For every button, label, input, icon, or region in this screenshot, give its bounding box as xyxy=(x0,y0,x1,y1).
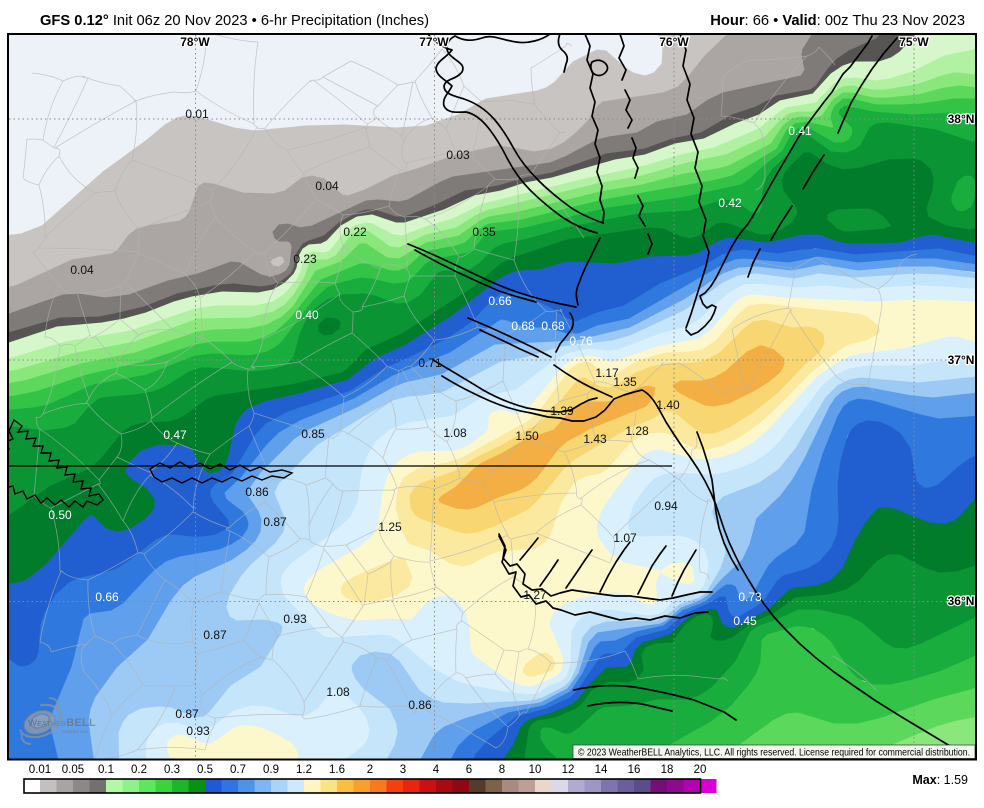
svg-text:0.50: 0.50 xyxy=(48,508,72,522)
svg-text:0.87: 0.87 xyxy=(203,628,227,642)
svg-text:0.73: 0.73 xyxy=(738,590,762,604)
svg-text:1.27: 1.27 xyxy=(523,588,547,602)
svg-text:0.9: 0.9 xyxy=(263,764,279,776)
svg-text:0.68: 0.68 xyxy=(511,319,535,333)
svg-text:37°N: 37°N xyxy=(948,353,975,367)
svg-text:1.08: 1.08 xyxy=(443,426,467,440)
svg-text:36°N: 36°N xyxy=(948,594,975,608)
svg-text:1.50: 1.50 xyxy=(515,429,539,443)
svg-text:0.71: 0.71 xyxy=(418,356,442,370)
svg-text:12: 12 xyxy=(562,764,575,776)
svg-text:0.94: 0.94 xyxy=(654,499,678,513)
svg-text:0.23: 0.23 xyxy=(293,252,317,266)
svg-text:Analytics LLC: Analytics LLC xyxy=(62,729,88,734)
svg-text:0.22: 0.22 xyxy=(343,225,367,239)
svg-text:0.86: 0.86 xyxy=(408,698,432,712)
svg-text:1.28: 1.28 xyxy=(625,424,649,438)
svg-text:1.43: 1.43 xyxy=(583,432,607,446)
svg-text:1.2: 1.2 xyxy=(296,764,312,776)
svg-text:77°W: 77°W xyxy=(419,35,449,49)
svg-text:0.66: 0.66 xyxy=(95,590,119,604)
svg-text:1.39: 1.39 xyxy=(550,404,574,418)
svg-text:0.41: 0.41 xyxy=(788,124,812,138)
svg-text:0.3: 0.3 xyxy=(164,764,180,776)
svg-text:20: 20 xyxy=(694,764,707,776)
svg-text:0.66: 0.66 xyxy=(488,294,512,308)
svg-text:1.07: 1.07 xyxy=(613,531,637,545)
svg-text:4: 4 xyxy=(433,764,440,776)
svg-text:0.7: 0.7 xyxy=(230,764,246,776)
svg-text:16: 16 xyxy=(628,764,641,776)
svg-text:0.87: 0.87 xyxy=(175,707,199,721)
svg-text:0.35: 0.35 xyxy=(472,225,496,239)
svg-text:0.04: 0.04 xyxy=(70,263,94,277)
svg-text:0.45: 0.45 xyxy=(733,614,757,628)
svg-text:0.05: 0.05 xyxy=(62,764,84,776)
svg-text:3: 3 xyxy=(400,764,406,776)
svg-text:0.01: 0.01 xyxy=(29,764,51,776)
svg-text:8: 8 xyxy=(499,764,505,776)
svg-text:0.93: 0.93 xyxy=(186,724,210,738)
svg-text:0.2: 0.2 xyxy=(131,764,147,776)
svg-text:1.35: 1.35 xyxy=(613,375,637,389)
svg-text:1.6: 1.6 xyxy=(329,764,345,776)
svg-text:0.87: 0.87 xyxy=(263,515,287,529)
svg-text:10: 10 xyxy=(529,764,542,776)
svg-text:0.5: 0.5 xyxy=(197,764,213,776)
svg-text:76°W: 76°W xyxy=(659,35,689,49)
svg-text:18: 18 xyxy=(661,764,674,776)
svg-text:0.47: 0.47 xyxy=(163,428,187,442)
svg-text:38°N: 38°N xyxy=(948,112,975,126)
svg-text:Hour: 66 • Valid: 00z Thu 23 N: Hour: 66 • Valid: 00z Thu 23 Nov 2023 xyxy=(710,13,965,29)
svg-text:0.68: 0.68 xyxy=(541,319,565,333)
svg-text:0.76: 0.76 xyxy=(569,334,593,348)
svg-text:2: 2 xyxy=(367,764,373,776)
svg-text:1.08: 1.08 xyxy=(326,685,350,699)
svg-text:0.40: 0.40 xyxy=(295,308,319,322)
svg-text:0.03: 0.03 xyxy=(446,148,470,162)
svg-text:1.25: 1.25 xyxy=(378,520,402,534)
svg-text:0.1: 0.1 xyxy=(98,764,114,776)
svg-text:GFS 0.12° Init 06z 20 Nov 2023: GFS 0.12° Init 06z 20 Nov 2023 • 6-hr Pr… xyxy=(40,13,429,29)
svg-text:14: 14 xyxy=(595,764,608,776)
svg-text:0.42: 0.42 xyxy=(718,196,742,210)
svg-text:© 2023 WeatherBELL Analytics,: © 2023 WeatherBELL Analytics, LLC. All r… xyxy=(578,748,970,759)
svg-text:0.85: 0.85 xyxy=(301,427,325,441)
svg-text:75°W: 75°W xyxy=(899,35,929,49)
svg-text:0.01: 0.01 xyxy=(185,107,209,121)
svg-text:6: 6 xyxy=(466,764,472,776)
svg-text:1.40: 1.40 xyxy=(656,398,680,412)
svg-text:Max: 1.59: Max: 1.59 xyxy=(912,773,968,787)
svg-text:0.86: 0.86 xyxy=(245,485,269,499)
svg-text:1.17: 1.17 xyxy=(595,366,619,380)
svg-text:0.04: 0.04 xyxy=(315,179,339,193)
svg-text:0.93: 0.93 xyxy=(283,612,307,626)
svg-text:78°W: 78°W xyxy=(180,35,210,49)
